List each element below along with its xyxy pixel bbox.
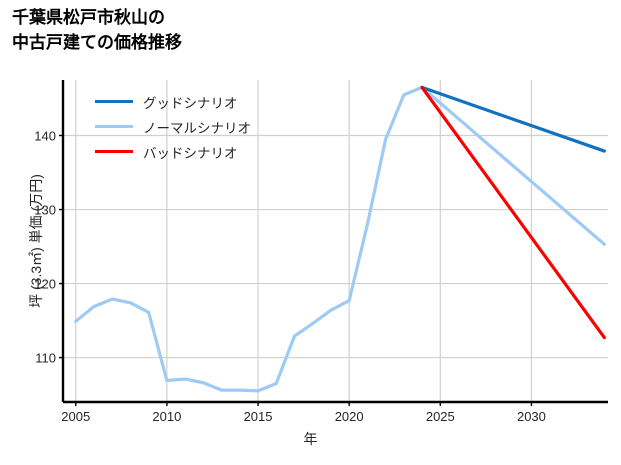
- legend-swatch: [95, 100, 133, 104]
- chart-title-line1: 千葉県松戸市秋山の: [12, 8, 165, 27]
- y-tick-label: 140: [34, 128, 56, 144]
- x-tick-label: 2025: [425, 409, 455, 424]
- legend-label: グッドシナリオ: [143, 96, 238, 111]
- x-tick-label: 2005: [61, 409, 91, 424]
- legend-label: ノーマルシナリオ: [143, 121, 251, 136]
- chart-title-line2: 中古戸建ての価格推移: [12, 32, 182, 52]
- series-line: [74, 85, 606, 393]
- gridlines: [63, 80, 608, 402]
- legend-label: バッドシナリオ: [143, 146, 238, 161]
- chart-title: 千葉県松戸市秋山の 中古戸建ての価格推移: [12, 6, 182, 55]
- legend-swatch: [95, 150, 133, 154]
- series-line: [420, 85, 606, 340]
- y-tick-label: 110: [35, 350, 56, 366]
- y-tick-label: 130: [34, 202, 56, 218]
- series-line: [420, 85, 606, 153]
- y-tick-label: 120: [34, 276, 56, 292]
- legend-swatch: [95, 125, 133, 129]
- x-tick-label: 2020: [334, 409, 364, 424]
- x-tick-label: 2015: [243, 409, 273, 424]
- x-axis-title: 年: [303, 431, 318, 447]
- x-tick-label: 2030: [516, 409, 546, 424]
- x-tick-label: 2010: [152, 409, 182, 424]
